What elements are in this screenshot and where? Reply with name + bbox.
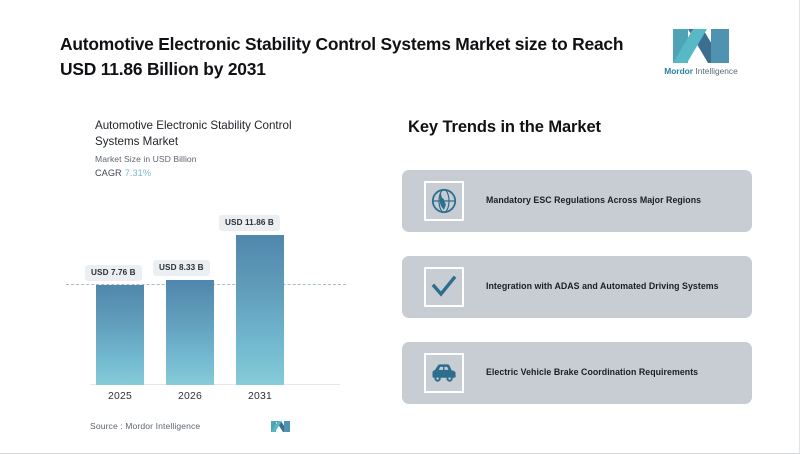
page-title: Automotive Electronic Stability Control … [60, 34, 624, 80]
chart-baseline [90, 384, 340, 385]
trend-label: Electric Vehicle Brake Coordination Requ… [486, 367, 699, 378]
chart-x-axis-labels: 2025 2026 2031 [60, 391, 360, 409]
trend-card-adas[interactable]: Integration with ADAS and Automated Driv… [402, 256, 752, 318]
key-trends-panel: Key Trends in the Market Mandatory ESC R… [400, 104, 760, 424]
bar-value-label-2025: USD 7.76 B [85, 265, 142, 281]
header: Automotive Electronic Stability Control … [0, 0, 800, 100]
chart-source-row: Source : Mordor Intelligence [90, 420, 360, 436]
chart-cagr: CAGR 7.31% [95, 168, 151, 178]
market-size-chart: Automotive Electronic Stability Control … [60, 104, 360, 434]
checkmark-icon [424, 267, 464, 307]
source-logo-icon [268, 420, 294, 433]
trend-card-ev-brake[interactable]: Electric Vehicle Brake Coordination Requ… [402, 342, 752, 404]
bar-2031 [236, 235, 284, 385]
logo-mark-icon [655, 27, 747, 65]
chart-source-text: Source : Mordor Intelligence [90, 421, 201, 431]
bar-2025 [96, 285, 144, 385]
trend-card-regulations[interactable]: Mandatory ESC Regulations Across Major R… [402, 170, 752, 232]
trends-title: Key Trends in the Market [408, 118, 601, 136]
cagr-label: CAGR [95, 168, 122, 178]
mordor-intelligence-logo: Mordor Intelligence [655, 27, 747, 83]
logo-brand-bold: Mordor [664, 66, 694, 76]
chart-title: Automotive Electronic Stability Control … [95, 119, 292, 149]
x-tick-2031: 2031 [248, 391, 272, 402]
globe-icon [424, 181, 464, 221]
trend-label: Mandatory ESC Regulations Across Major R… [486, 195, 702, 206]
car-icon [424, 353, 464, 393]
logo-brand-light: Intelligence [695, 66, 738, 76]
chart-subtitle: Market Size in USD Billion [95, 154, 197, 164]
x-tick-2025: 2025 [108, 391, 132, 402]
trend-label: Integration with ADAS and Automated Driv… [486, 281, 719, 292]
logo-wordmark: Mordor Intelligence [655, 67, 747, 75]
chart-plot-area: USD 7.76 B USD 8.33 B USD 11.86 B [60, 180, 360, 385]
bar-value-label-2031: USD 11.86 B [219, 215, 280, 231]
x-tick-2026: 2026 [178, 391, 202, 402]
bar-2026 [166, 280, 214, 385]
bar-value-label-2026: USD 8.33 B [153, 260, 210, 276]
cagr-value: 7.31% [124, 168, 152, 178]
